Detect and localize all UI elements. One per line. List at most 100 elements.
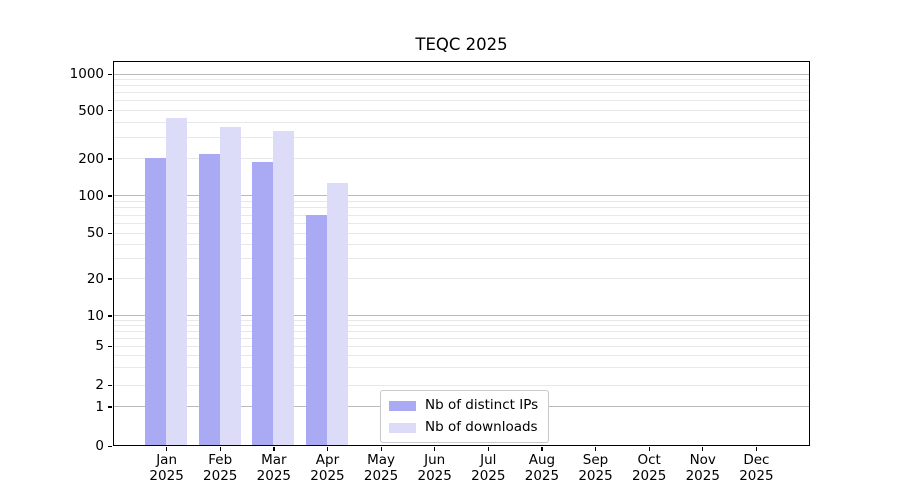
x-tick-month-feb: Feb	[208, 452, 233, 468]
x-tick-mark-aug	[541, 447, 543, 451]
x-tick-year-oct: 2025	[631, 468, 667, 484]
legend-swatch-downloads	[389, 422, 416, 433]
bar-downloads-mar	[273, 130, 295, 446]
x-tick-month-aug: Aug	[528, 452, 556, 468]
minor-gridline-80	[113, 207, 810, 209]
minor-gridline-40	[113, 243, 810, 245]
y-tick-mark-500	[108, 110, 112, 112]
minor-gridline-3	[113, 367, 810, 369]
minor-gridline-5	[113, 345, 810, 347]
y-tick-mark-50	[108, 232, 112, 234]
x-tick-mark-jan	[166, 447, 168, 451]
x-tick-label-oct: Oct 2025	[609, 452, 689, 484]
x-tick-month-jun: Jun	[424, 452, 446, 468]
legend-item-distinct-ips: Nb of distinct IPs	[389, 397, 538, 414]
x-tick-mark-jun	[434, 447, 436, 451]
minor-gridline-300	[113, 137, 810, 139]
y-tick-mark-0	[108, 445, 112, 447]
y-tick-label-20: 20	[86, 270, 104, 287]
x-tick-mark-nov	[702, 447, 704, 451]
x-tick-year-jan: 2025	[149, 468, 184, 484]
x-tick-year-feb: 2025	[203, 468, 238, 484]
major-gridline-100	[113, 195, 810, 197]
y-tick-label-10: 10	[86, 307, 104, 324]
bar-downloads-jan	[166, 118, 188, 446]
plot-area	[113, 61, 810, 446]
minor-gridline-90	[113, 201, 810, 203]
y-tick-mark-20	[108, 278, 112, 280]
x-tick-year-dec: 2025	[739, 468, 774, 484]
x-tick-month-dec: Dec	[743, 452, 770, 468]
minor-gridline-4	[113, 355, 810, 356]
x-tick-mark-may	[380, 447, 382, 451]
y-tick-label-500: 500	[78, 102, 104, 119]
x-tick-mark-oct	[648, 447, 650, 451]
x-tick-label-feb: Feb 2025	[180, 452, 260, 484]
y-tick-label-1: 1	[95, 398, 104, 415]
minor-gridline-2	[113, 384, 810, 386]
x-tick-label-apr: Apr 2025	[287, 452, 367, 484]
minor-gridline-50	[113, 232, 810, 234]
x-tick-year-jun: 2025	[417, 468, 452, 484]
x-tick-mark-feb	[219, 447, 221, 451]
minor-gridline-60	[113, 222, 810, 224]
x-tick-month-jul: Jul	[480, 452, 497, 468]
bar-distinct-ips-jan	[145, 157, 167, 446]
x-tick-mark-sep	[595, 447, 597, 451]
y-tick-mark-10	[108, 315, 112, 317]
x-tick-month-nov: Nov	[689, 452, 716, 468]
major-gridline-1000	[113, 73, 810, 75]
bar-downloads-apr	[326, 182, 348, 446]
x-tick-label-nov: Nov 2025	[663, 452, 743, 484]
x-tick-year-aug: 2025	[524, 468, 560, 484]
y-tick-mark-2	[108, 384, 112, 386]
x-tick-year-sep: 2025	[578, 468, 613, 484]
x-tick-mark-jul	[487, 447, 489, 451]
y-tick-mark-200	[108, 158, 112, 160]
chart-title: TEQC 2025	[415, 35, 508, 54]
legend-swatch-distinct-ips	[389, 400, 416, 411]
minor-gridline-800	[113, 85, 810, 87]
x-tick-mark-apr	[326, 447, 329, 451]
y-tick-label-1000: 1000	[69, 66, 104, 82]
x-tick-label-jul: Jul 2025	[448, 452, 528, 484]
y-tick-label-50: 50	[86, 225, 104, 242]
minor-gridline-700	[113, 92, 810, 94]
minor-gridline-70	[113, 214, 810, 216]
x-tick-year-apr: 2025	[310, 468, 345, 484]
y-tick-label-0: 0	[95, 438, 104, 454]
x-tick-year-jul: 2025	[471, 468, 506, 484]
x-tick-month-apr: Apr	[315, 452, 340, 468]
bar-distinct-ips-mar	[252, 161, 274, 446]
minor-gridline-600	[113, 100, 810, 102]
minor-gridline-400	[113, 121, 810, 123]
x-tick-mark-dec	[755, 447, 758, 451]
y-tick-mark-5	[108, 345, 112, 347]
legend-label-downloads: Nb of downloads	[425, 419, 538, 435]
x-tick-month-sep: Sep	[582, 452, 609, 468]
minor-gridline-900	[113, 79, 810, 81]
y-tick-mark-1	[108, 406, 112, 408]
y-tick-label-2: 2	[95, 377, 104, 394]
x-tick-label-may: May 2025	[341, 452, 421, 484]
y-tick-mark-1000	[108, 73, 112, 75]
y-tick-label-200: 200	[78, 150, 104, 167]
bar-distinct-ips-apr	[305, 215, 327, 446]
x-tick-month-jan: Jan	[156, 452, 178, 468]
x-tick-year-nov: 2025	[685, 468, 720, 484]
minor-gridline-9	[113, 320, 810, 322]
x-tick-mark-mar	[273, 447, 275, 451]
minor-gridline-20	[113, 278, 810, 280]
x-tick-month-may: May	[367, 452, 396, 468]
x-tick-label-jan: Jan 2025	[127, 452, 207, 484]
x-tick-label-dec: Dec 2025	[716, 452, 796, 484]
bar-distinct-ips-feb	[198, 153, 220, 446]
x-tick-label-aug: Aug 2025	[502, 452, 582, 484]
major-gridline-10	[113, 315, 810, 317]
bar-downloads-feb	[219, 127, 241, 446]
x-tick-year-may: 2025	[363, 468, 399, 484]
x-tick-label-mar: Mar 2025	[234, 452, 314, 484]
x-tick-month-mar: Mar	[261, 452, 287, 468]
y-tick-mark-100	[108, 195, 112, 197]
